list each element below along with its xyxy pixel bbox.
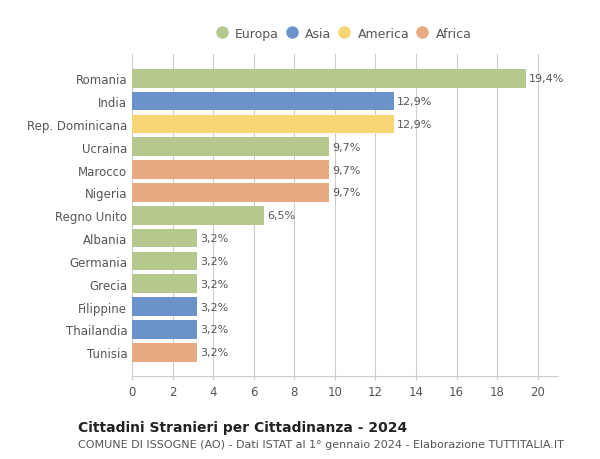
- Text: Cittadini Stranieri per Cittadinanza - 2024: Cittadini Stranieri per Cittadinanza - 2…: [78, 420, 407, 434]
- Bar: [132, 115, 394, 134]
- Bar: [132, 70, 526, 89]
- Legend: Europa, Asia, America, Africa: Europa, Asia, America, Africa: [214, 23, 476, 46]
- Text: 12,9%: 12,9%: [397, 97, 432, 107]
- Text: 6,5%: 6,5%: [267, 211, 295, 221]
- Bar: [132, 275, 197, 293]
- Text: 9,7%: 9,7%: [332, 188, 360, 198]
- Text: 3,2%: 3,2%: [200, 325, 228, 335]
- Text: 19,4%: 19,4%: [529, 74, 564, 84]
- Text: 3,2%: 3,2%: [200, 256, 228, 266]
- Text: 3,2%: 3,2%: [200, 302, 228, 312]
- Bar: [132, 252, 197, 271]
- Bar: [132, 138, 329, 157]
- Bar: [132, 320, 197, 339]
- Text: 9,7%: 9,7%: [332, 165, 360, 175]
- Bar: [132, 297, 197, 316]
- Bar: [132, 207, 264, 225]
- Bar: [132, 92, 394, 111]
- Text: 3,2%: 3,2%: [200, 234, 228, 244]
- Text: 3,2%: 3,2%: [200, 279, 228, 289]
- Text: COMUNE DI ISSOGNE (AO) - Dati ISTAT al 1° gennaio 2024 - Elaborazione TUTTITALIA: COMUNE DI ISSOGNE (AO) - Dati ISTAT al 1…: [78, 439, 564, 449]
- Bar: [132, 184, 329, 202]
- Bar: [132, 343, 197, 362]
- Text: 9,7%: 9,7%: [332, 142, 360, 152]
- Bar: [132, 161, 329, 179]
- Text: 12,9%: 12,9%: [397, 120, 432, 129]
- Bar: [132, 229, 197, 248]
- Text: 3,2%: 3,2%: [200, 347, 228, 358]
